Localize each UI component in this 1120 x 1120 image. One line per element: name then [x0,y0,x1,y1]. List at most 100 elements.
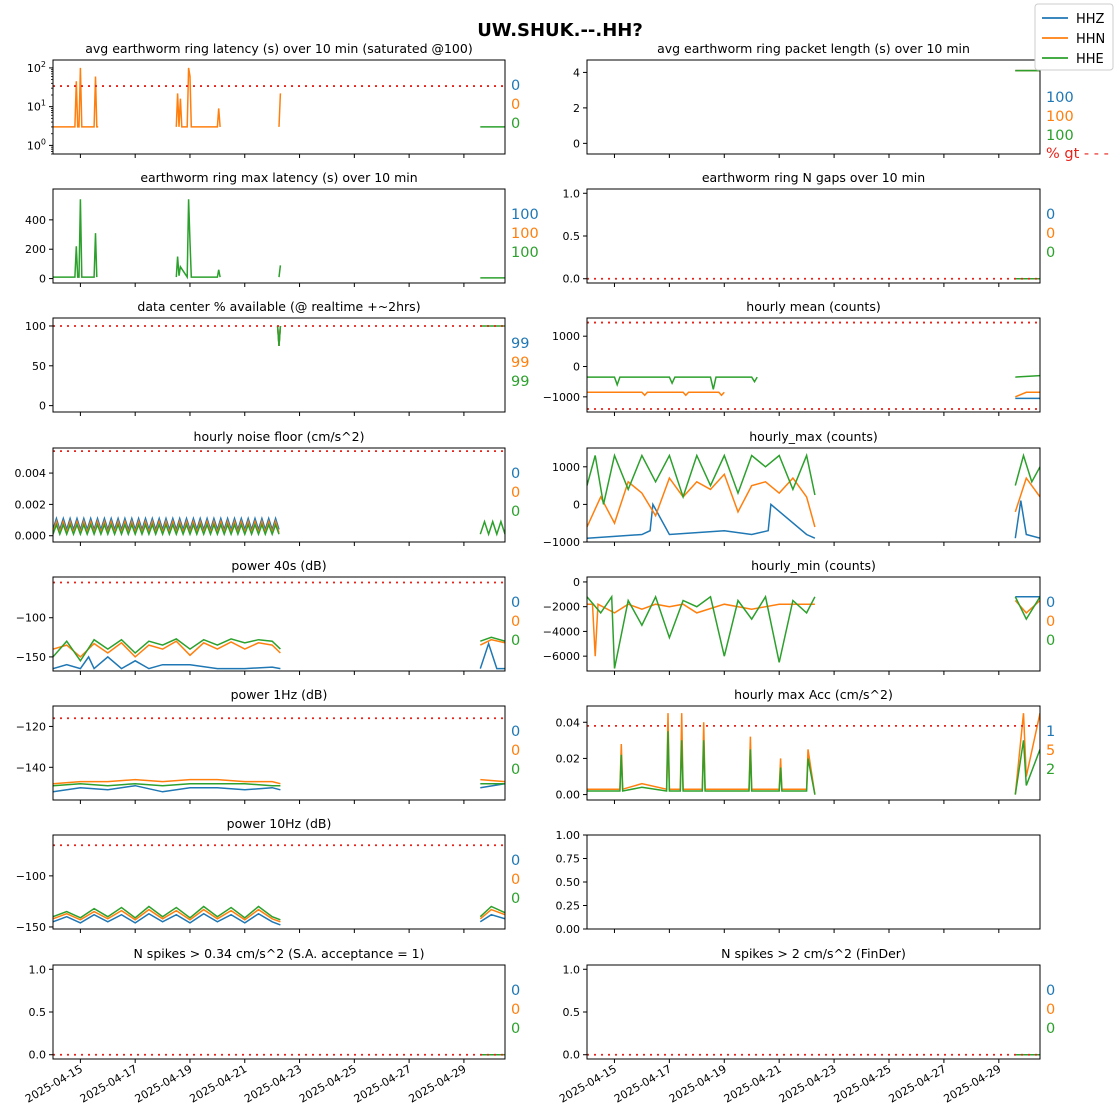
panel-p11: power 1Hz (dB) −140 −120 0 0 0 [16,687,520,804]
y-tick-label: 0 [573,576,580,589]
y-tick-label: −100 [16,612,46,625]
axes-frame [586,964,1041,1060]
axes-frame [586,447,1041,543]
axes-frame [586,576,1041,672]
series-line-hhe [587,594,1040,669]
y-tick-label: 0.0 [563,1049,581,1062]
count-hhe: 0 [511,891,520,907]
series-line-hhz [53,515,280,533]
axes-frame [586,188,1041,284]
x-tick-label: 2025-04-15 [23,1062,85,1105]
y-tick-label: 200 [25,243,46,256]
x-tick-label: 2025-04-27 [352,1062,414,1105]
series-line-hhn [53,908,505,923]
x-tick-label: 2025-04-19 [133,1062,195,1105]
plot-area [53,717,505,793]
y-tick-label: 102 [27,60,46,75]
y-tick-label: 0 [39,400,46,413]
y-tick-label: 0 [573,498,580,511]
count-hhe: 0 [1046,633,1055,649]
panel-title: avg earthworm ring packet length (s) ove… [657,41,970,56]
legend-box [1034,3,1114,71]
figure-title: UW.SHUK.--.HH? [477,20,643,41]
panel-p10: hourly_min (counts) −6000 −4000 −2000 0 0 0 0 [543,558,1055,675]
panel-p2: avg earthworm ring packet length (s) ove… [573,41,1109,162]
plot-area [53,581,505,670]
y-tick-label: 0.000 [15,530,47,543]
x-tick-label: 2025-04-17 [78,1062,140,1105]
panel-p15: N spikes > 0.34 cm/s^2 (S.A. acceptance … [23,946,520,1106]
y-tick-label: 1.0 [563,187,581,200]
panel-p16: N spikes > 2 cm/s^2 (FinDer) 0.0 0.5 1.0 202… [557,946,1055,1106]
series-line-hhn [53,638,505,658]
y-tick-label: 0 [39,273,46,286]
panel-p12: hourly max Acc (cm/s^2) 0.00 0.02 0.04 1 5 2 [556,687,1055,804]
y-tick-label: −2000 [543,601,580,614]
count-hhn: 0 [1046,1002,1055,1018]
count-hhe: 0 [1046,245,1055,261]
axes-frame [52,576,506,672]
count-hhz: 0 [1046,983,1055,999]
y-tick-label: 0.004 [15,467,47,480]
x-tick-label: 2025-04-21 [722,1062,784,1105]
y-tick-label: −120 [16,720,46,733]
axes-frame [586,834,1041,930]
series-line-hhz [53,912,505,926]
series-line-hhn [53,519,280,536]
panel-p5: data center % available (@ realtime +~2h… [25,299,529,416]
count-hhz: 1 [1046,724,1055,740]
panel-p3: earthworm ring max latency (s) over 10 m… [25,170,539,287]
series-line-hhe [587,452,1040,505]
plot-area [53,844,505,926]
plot-area [53,325,505,346]
series-line-hhn [587,391,1040,398]
panel-p4: earthworm ring N gaps over 10 min 0.0 0.5 1… [563,170,1055,287]
y-tick-label: 400 [25,214,46,227]
count-hhz: 100 [511,207,539,223]
plot-area [587,321,1040,410]
count-hhz: 0 [511,853,520,869]
plot-area [587,713,1040,795]
axes-frame [586,317,1041,413]
series-line-hhe [53,905,505,921]
y-tick-label: 0.50 [556,876,581,889]
plot-area [587,594,1040,669]
series-line-hhe [53,522,280,537]
count-hhn: 0 [511,97,520,113]
axes-frame [52,834,506,930]
series-line-hhe [587,374,1040,390]
y-tick-label: −100 [16,870,46,883]
count-hhn: 0 [511,614,520,630]
series-line-hhe [53,636,505,663]
y-tick-label: 0 [573,137,580,150]
y-tick-label: 4 [573,66,580,79]
y-tick-label: 0.00 [556,923,581,936]
legend-label-hhz: HHZ [1076,12,1105,27]
x-tick-label: 2025-04-19 [667,1062,729,1105]
panel-title: N spikes > 0.34 cm/s^2 (S.A. acceptance … [133,946,424,961]
series-line-hhe [276,325,505,346]
y-tick-label: 1000 [552,461,580,474]
count-hhz: 0 [1046,595,1055,611]
series-line-hhn [587,472,1040,528]
y-tick-label: 2 [573,102,580,115]
count-hhn: 0 [1046,226,1055,242]
legend: HHZ HHN HHE [1034,3,1114,71]
count-hhn: 99 [511,355,529,371]
count-hhn: 100 [1046,109,1074,125]
panel-p7: hourly noise floor (cm/s^2) 0.000 0.002 0.0… [15,429,520,546]
x-tick-label: 2025-04-21 [187,1062,249,1105]
axes-frame [586,59,1041,155]
count-hhn: 5 [1046,743,1055,759]
y-tick-label: 0.04 [556,716,581,729]
y-tick-label: 0.5 [563,1006,581,1019]
percent-note: % gt - - - [1046,146,1109,162]
axes-frame [52,317,506,413]
count-hhn: 100 [511,226,539,242]
y-tick-label: 50 [32,360,46,373]
x-tick-label: 2025-04-23 [777,1062,839,1105]
plot-area [53,450,505,537]
y-tick-label: 1.0 [563,963,581,976]
y-tick-exponent: 1 [41,99,46,108]
